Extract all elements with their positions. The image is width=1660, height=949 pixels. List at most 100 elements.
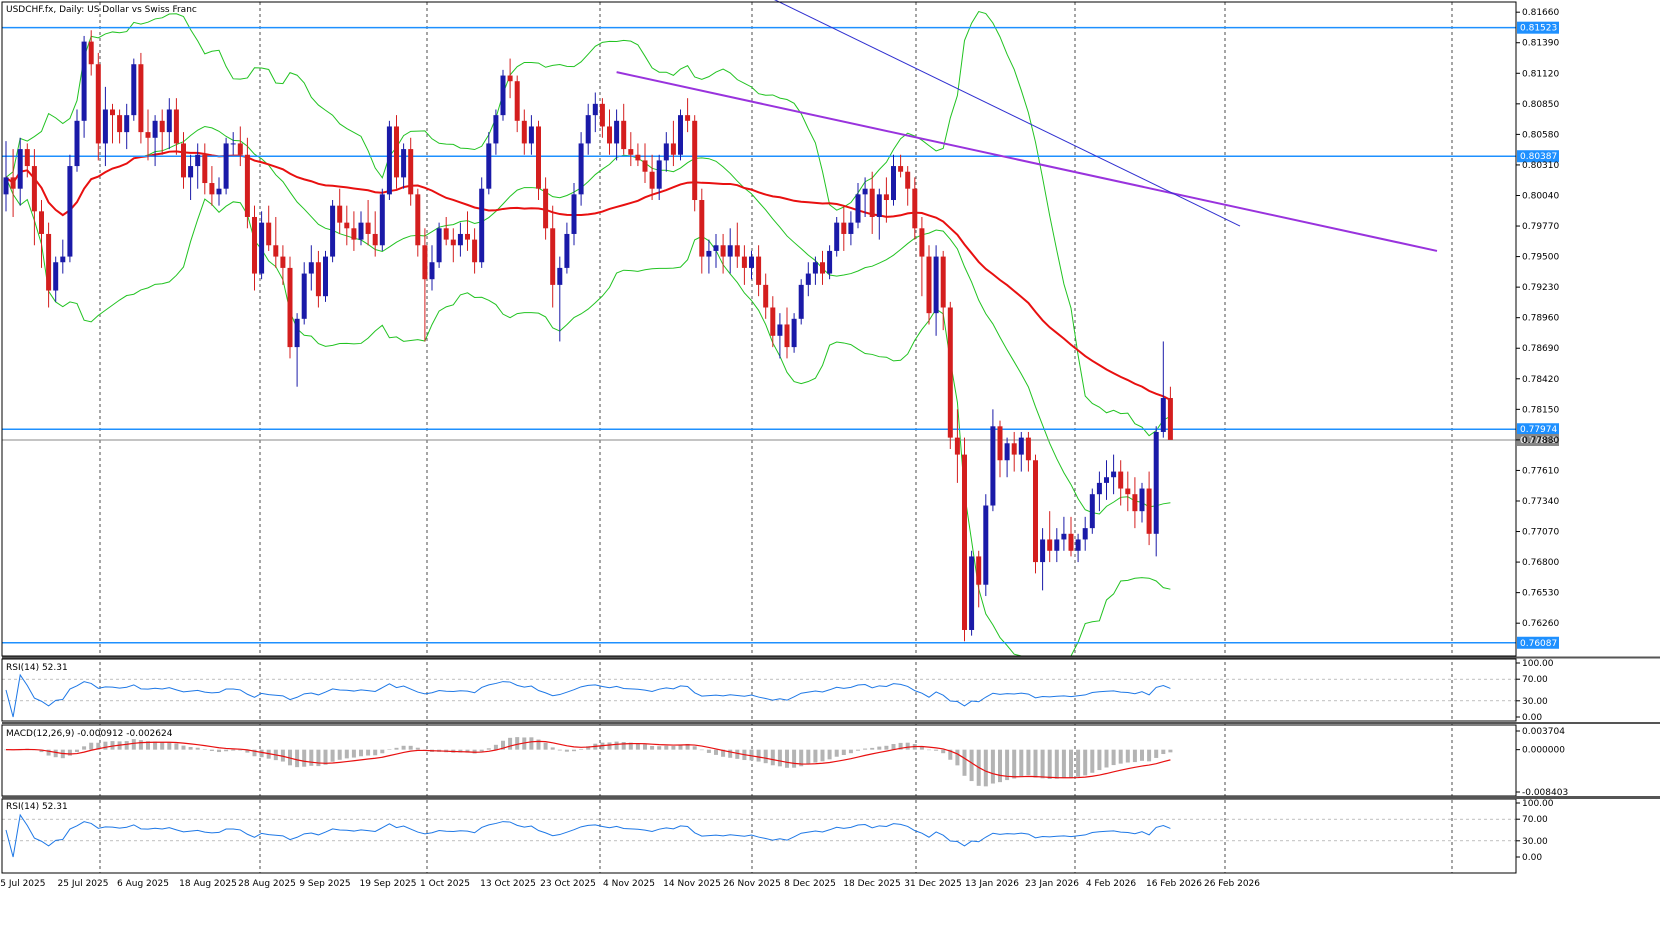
candle-body [834,223,839,251]
macd-histogram-bar [231,750,235,751]
y-tick-label: 0.79770 [1522,222,1559,232]
macd-histogram-bar [1126,750,1130,763]
macd-histogram-bar [650,746,654,750]
candle-body [976,556,981,584]
candle-body [564,234,569,268]
candle-body [1005,443,1010,460]
candle-body [131,64,136,115]
candle-body [11,177,16,188]
macd-histogram-bar [544,743,548,750]
price-tag-label: 0.77974 [1520,425,1557,435]
y-tick-label: 0.80850 [1522,100,1559,110]
candle-body [671,143,676,154]
macd-histogram-bar [714,750,718,755]
macd-histogram-bar [1019,750,1023,777]
macd-histogram-bar [345,750,349,759]
candle-body [1154,432,1159,534]
y-tick-label: 0.80580 [1522,130,1559,140]
candle-body [493,115,498,143]
pane-border [2,659,1516,721]
price-tag-label: 0.76087 [1520,639,1557,649]
macd-histogram-bar [863,749,867,750]
candle-body [550,228,555,285]
candle-body [557,268,562,285]
macd-histogram-bar [636,743,640,749]
macd-histogram-bar [558,750,562,751]
x-tick-label: 25 Jul 2025 [58,879,109,889]
candle-body [827,251,832,274]
candle-body [181,143,186,177]
y-tick-label: 0.76260 [1522,619,1559,629]
macd-histogram-bar [1069,750,1073,778]
macd-histogram-bar [182,746,186,750]
candle-body [756,257,761,285]
candle-body [437,228,442,262]
macd-histogram-bar [487,748,491,749]
candle-body [714,245,719,251]
macd-histogram-bar [1154,750,1158,758]
candle-body [1040,539,1045,562]
macd-histogram-bar [1041,750,1045,779]
rsi-tick-label: 30.00 [1522,697,1548,707]
candle-body [387,126,392,194]
candle-body [1147,489,1152,534]
candle-body [728,245,733,256]
y-tick-label: 0.78420 [1522,375,1559,385]
candle-body [955,438,960,455]
macd-histogram-bar [89,743,93,750]
y-tick-label: 0.77340 [1522,497,1559,507]
macd-histogram-bar [998,750,1002,782]
candle-body [380,194,385,245]
candle-body [905,172,910,189]
candle-body [160,121,165,132]
rsi-tick-label: 100.00 [1522,659,1554,669]
candle-body [351,228,356,239]
macd-histogram-bar [82,746,86,749]
macd-histogram-bar [778,750,782,767]
candle-body [96,64,101,143]
candle-body [891,166,896,200]
candle-body [1140,489,1145,512]
candle-body [479,189,484,263]
macd-histogram-bar [764,750,768,764]
pane-border [2,799,1516,873]
y-tick-label: 0.77880 [1522,436,1559,446]
rsi-tick-label: 0.00 [1522,853,1542,863]
macd-histogram-bar [856,750,860,751]
candle-body [799,285,804,319]
candle-body [39,211,44,234]
macd-histogram-bar [1048,750,1052,779]
macd-histogram-bar [643,744,647,749]
macd-histogram-bar [316,750,320,766]
macd-histogram-bar [395,748,399,750]
candle-body [458,234,463,245]
candle-body [138,64,143,132]
candle-body [841,223,846,234]
x-tick-label: 23 Jan 2026 [1025,879,1079,889]
candle-body [600,104,605,127]
macd-histogram-bar [821,750,825,762]
candle-body [202,155,207,183]
candle-body [643,160,648,171]
macd-histogram-bar [338,750,342,760]
candle-body [635,155,640,161]
macd-histogram-bar [103,742,107,750]
candle-body [998,426,1003,460]
macd-histogram-bar [1026,750,1030,776]
trend-lines[interactable] [617,0,1437,251]
candle-body [508,76,513,82]
y-tick-label: 0.78690 [1522,344,1559,354]
candle-body [969,556,974,630]
macd-tick-label: 0.000000 [1522,746,1565,756]
macd-tick-label: 0.003704 [1522,727,1565,737]
candle-body [1033,460,1038,562]
macd-histogram-bar [970,750,974,781]
macd-histogram-bar [494,745,498,750]
x-tick-label: 1 Oct 2025 [420,879,470,889]
candle-body [330,206,335,257]
macd-histogram-bar [906,743,910,750]
rsi-line-2 [6,815,1170,857]
candle-body [288,268,293,347]
